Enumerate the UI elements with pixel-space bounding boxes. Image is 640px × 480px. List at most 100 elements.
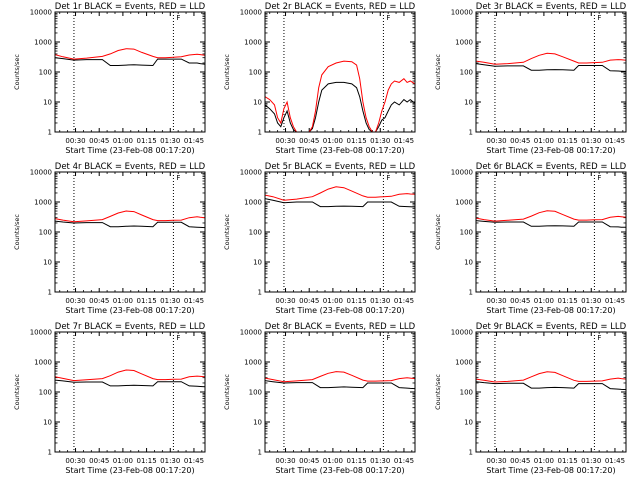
series-lld-line <box>55 48 205 60</box>
y-tick-label: 100 <box>249 389 262 397</box>
x-tick-label: 01:00 <box>534 297 554 305</box>
x-tick-label: 00:45 <box>89 137 109 145</box>
plot-frame <box>264 171 416 293</box>
x-axis-label: Start Time (23-Feb-08 00:17:20) <box>275 466 404 475</box>
y-tick-label: 10000 <box>240 9 262 17</box>
x-tick-label: 01:30 <box>370 137 390 145</box>
x-axis-label: Start Time (23-Feb-08 00:17:20) <box>65 466 194 475</box>
x-tick-label: 00:45 <box>510 137 530 145</box>
x-tick-label: 01:45 <box>184 297 204 305</box>
x-tick-label: 00:30 <box>486 137 506 145</box>
x-tick-label: 01:45 <box>184 457 204 465</box>
y-tick-label: 10000 <box>451 169 473 177</box>
x-tick-label: 01:30 <box>370 297 390 305</box>
detector-panel-9: Det 9r BLACK = Events, RED = LLD Counts/s… <box>434 322 627 475</box>
x-tick-label: 00:45 <box>299 137 319 145</box>
corner-mark: F <box>597 334 601 342</box>
y-tick-label: 1000 <box>244 199 262 207</box>
series-lld-line <box>265 60 415 132</box>
plot-frame <box>264 331 416 453</box>
series-lld-line <box>265 186 415 201</box>
series-events-line <box>265 198 415 208</box>
series-events-line <box>476 220 626 228</box>
plot-frame <box>54 331 206 453</box>
y-tick-label: 1000 <box>34 199 52 207</box>
detector-panel-5: Det 5r BLACK = Events, RED = LLD Counts/s… <box>223 162 416 315</box>
detector-panel-4: Det 4r BLACK = Events, RED = LLD Counts/s… <box>13 162 206 315</box>
corner-mark: F <box>176 14 180 22</box>
panel-title: Det 2r BLACK = Events, RED = LLD <box>265 2 416 12</box>
y-tick-label: 10000 <box>240 169 262 177</box>
corner-mark: F <box>386 174 390 182</box>
x-axis-label: Start Time (23-Feb-08 00:17:20) <box>486 306 615 315</box>
y-tick-label: 1 <box>258 129 262 137</box>
x-tick-label: 00:45 <box>510 457 530 465</box>
corner-mark: F <box>176 334 180 342</box>
series-lld-line <box>265 371 415 383</box>
detector-panel-1: Det 1r BLACK = Events, RED = LLD Counts/s… <box>13 2 206 155</box>
panel-title: Det 7r BLACK = Events, RED = LLD <box>55 322 206 332</box>
corner-mark: F <box>597 14 601 22</box>
y-tick-label: 1000 <box>455 199 473 207</box>
x-tick-label: 00:30 <box>65 297 85 305</box>
y-axis-label: Counts/sec <box>223 214 231 250</box>
plot-frame <box>475 331 627 453</box>
x-tick-label: 01:30 <box>160 297 180 305</box>
series-events-line <box>55 220 205 229</box>
x-tick-label: 01:45 <box>605 137 625 145</box>
x-axis-label: Start Time (23-Feb-08 00:17:20) <box>275 306 404 315</box>
x-tick-label: 00:30 <box>486 297 506 305</box>
y-tick-label: 1000 <box>244 359 262 367</box>
x-tick-label: 00:45 <box>299 457 319 465</box>
x-tick-label: 00:30 <box>486 457 506 465</box>
x-tick-label: 01:00 <box>323 297 343 305</box>
x-tick-label: 01:00 <box>323 137 343 145</box>
x-tick-label: 01:30 <box>160 457 180 465</box>
x-tick-label: 01:45 <box>605 297 625 305</box>
x-tick-label: 01:15 <box>136 137 156 145</box>
y-tick-label: 10 <box>253 99 262 107</box>
x-tick-label: 01:45 <box>184 137 204 145</box>
x-tick-label: 01:15 <box>136 297 156 305</box>
series-lld-line <box>476 210 626 222</box>
panel-title: Det 3r BLACK = Events, RED = LLD <box>476 2 627 12</box>
x-tick-label: 01:00 <box>534 457 554 465</box>
x-tick-label: 01:15 <box>346 297 366 305</box>
y-tick-label: 100 <box>39 389 52 397</box>
plot-frame <box>475 11 627 133</box>
corner-mark: F <box>386 334 390 342</box>
y-tick-label: 100 <box>249 69 262 77</box>
y-tick-label: 100 <box>460 229 473 237</box>
x-tick-label: 01:15 <box>346 137 366 145</box>
series-events-line <box>265 81 415 132</box>
y-tick-label: 10 <box>464 99 473 107</box>
panel-title: Det 1r BLACK = Events, RED = LLD <box>55 2 206 12</box>
y-tick-label: 10 <box>464 259 473 267</box>
x-tick-label: 01:00 <box>113 297 133 305</box>
panel-title: Det 6r BLACK = Events, RED = LLD <box>476 162 627 172</box>
y-tick-label: 100 <box>249 229 262 237</box>
corner-mark: F <box>176 174 180 182</box>
detector-panel-2: Det 2r BLACK = Events, RED = LLD Counts/s… <box>223 2 416 155</box>
x-tick-label: 01:30 <box>581 137 601 145</box>
x-tick-label: 00:30 <box>65 457 85 465</box>
y-tick-label: 1000 <box>455 39 473 47</box>
y-tick-label: 1 <box>48 449 52 457</box>
x-tick-label: 01:15 <box>557 457 577 465</box>
y-axis-label: Counts/sec <box>434 374 442 410</box>
x-tick-label: 01:45 <box>394 457 414 465</box>
y-axis-label: Counts/sec <box>13 374 21 410</box>
y-tick-label: 10000 <box>30 329 52 337</box>
y-tick-label: 10 <box>253 259 262 267</box>
x-tick-label: 00:45 <box>89 297 109 305</box>
corner-mark: F <box>386 14 390 22</box>
x-axis-label: Start Time (23-Feb-08 00:17:20) <box>65 306 194 315</box>
y-axis-label: Counts/sec <box>434 54 442 90</box>
detector-panel-3: Det 3r BLACK = Events, RED = LLD Counts/s… <box>434 2 627 155</box>
y-tick-label: 1 <box>469 289 473 297</box>
y-tick-label: 1000 <box>34 359 52 367</box>
series-events-line <box>55 57 205 67</box>
y-tick-label: 10 <box>43 99 52 107</box>
y-tick-label: 10 <box>464 419 473 427</box>
y-tick-label: 10000 <box>451 9 473 17</box>
